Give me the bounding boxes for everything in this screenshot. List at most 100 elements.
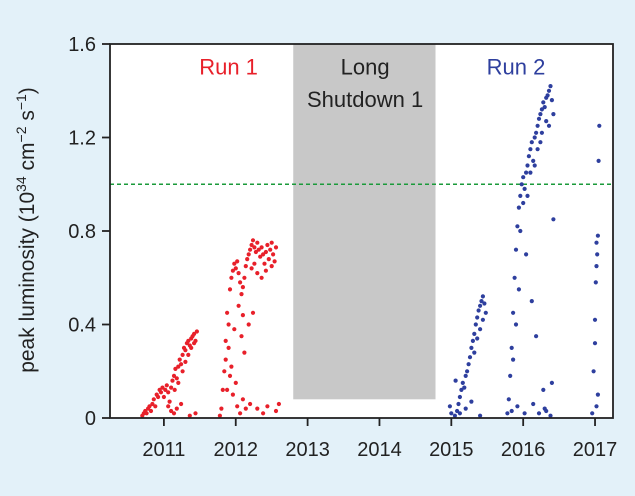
- run2-point: [528, 147, 533, 152]
- y-tick-label: 0.4: [68, 315, 96, 337]
- run1-point: [232, 261, 237, 266]
- run2-point: [480, 317, 485, 322]
- run2-point: [521, 175, 526, 180]
- run2-point: [462, 385, 467, 390]
- run2-point: [452, 413, 457, 418]
- y-tick-label: 0.8: [68, 221, 96, 243]
- run2-point: [522, 186, 527, 191]
- run2-point: [521, 200, 526, 206]
- run1-point: [259, 275, 264, 280]
- run1-point: [258, 254, 263, 259]
- run1-point: [186, 338, 191, 343]
- run1-point: [147, 404, 152, 409]
- run1-point: [236, 303, 241, 308]
- run2-point: [459, 387, 464, 392]
- run2-point: [509, 345, 514, 350]
- run2-point: [475, 336, 480, 341]
- run2-point: [548, 84, 553, 89]
- run2-point: [595, 392, 601, 397]
- run1-point: [225, 310, 230, 315]
- run1-point: [249, 242, 254, 248]
- run1-point: [240, 397, 245, 402]
- run2-point: [466, 362, 471, 367]
- run1-point: [255, 406, 260, 411]
- run1-point: [156, 394, 161, 400]
- run2-point: [457, 394, 462, 400]
- run1-point: [176, 364, 181, 369]
- run2-point: [590, 411, 595, 416]
- run2-point: [513, 322, 519, 327]
- run2-point: [551, 217, 556, 222]
- run2-point: [538, 112, 543, 117]
- run2-point: [532, 135, 537, 140]
- run1-point: [255, 271, 260, 276]
- run1-point: [187, 413, 192, 418]
- annotation-label: Run 2: [487, 54, 546, 79]
- run2-point: [594, 264, 599, 269]
- y-axis-title-part: ): [16, 87, 39, 94]
- run1-point: [233, 380, 238, 385]
- run2-point: [592, 341, 598, 346]
- run2-point: [470, 338, 475, 343]
- run1-point: [148, 408, 154, 414]
- run2-point: [545, 93, 550, 98]
- run1-point: [266, 257, 271, 262]
- run2-point: [510, 310, 516, 315]
- run1-point: [227, 373, 233, 378]
- run1-point: [246, 322, 251, 327]
- run2-point: [465, 369, 470, 374]
- run2-point: [539, 107, 545, 112]
- x-tick-label: 2014: [357, 439, 402, 461]
- y-axis: 0 0.4 0.8 1.2 1.6: [68, 34, 110, 430]
- run2-point: [456, 401, 461, 407]
- run1-point: [194, 329, 199, 334]
- run1-point: [263, 268, 268, 273]
- run2-point: [536, 411, 542, 416]
- run1-point: [222, 369, 227, 374]
- run1-point: [192, 341, 197, 346]
- run1-point: [261, 411, 266, 416]
- run1-point: [223, 338, 228, 343]
- run1-point: [219, 406, 224, 411]
- run2-point: [542, 406, 547, 411]
- run1-point: [265, 404, 270, 409]
- annotations: Run 1 Long Shutdown 1 Run 2: [199, 54, 545, 112]
- run2-point: [476, 308, 481, 313]
- run1-point: [255, 240, 260, 245]
- run2-point: [508, 373, 513, 378]
- run2-point: [534, 130, 539, 135]
- run1-point: [160, 385, 165, 390]
- run1-point: [192, 331, 197, 336]
- run2-point: [546, 88, 552, 93]
- x-tick-label: 2013: [285, 439, 330, 461]
- run2-point: [475, 315, 480, 320]
- run1-point: [239, 292, 244, 297]
- run2-point: [449, 411, 454, 416]
- run2-point: [447, 404, 452, 409]
- run2-point: [539, 130, 545, 135]
- run1-point: [217, 413, 222, 418]
- run2-point: [480, 294, 485, 299]
- run1-point: [252, 245, 257, 250]
- run1-point: [249, 266, 254, 271]
- x-tick-label: 2012: [214, 439, 259, 461]
- run1-point: [230, 392, 235, 397]
- run2-point: [529, 140, 534, 145]
- y-axis-title-exp: −2: [13, 126, 29, 142]
- run2-point: [478, 303, 483, 308]
- run1-point: [253, 249, 258, 255]
- run2-point: [529, 299, 534, 304]
- run2-point: [482, 301, 487, 306]
- run2-point: [519, 182, 524, 187]
- run1-point: [229, 275, 234, 280]
- run1-point: [144, 411, 149, 416]
- y-axis-title-exp: 34: [13, 176, 29, 192]
- run1-point: [268, 247, 273, 252]
- run2-point: [473, 322, 478, 327]
- run1-point: [193, 411, 198, 416]
- run1-point: [262, 261, 267, 266]
- run2-point: [544, 119, 549, 124]
- long-shutdown-region: [293, 44, 436, 400]
- run1-point: [248, 401, 253, 407]
